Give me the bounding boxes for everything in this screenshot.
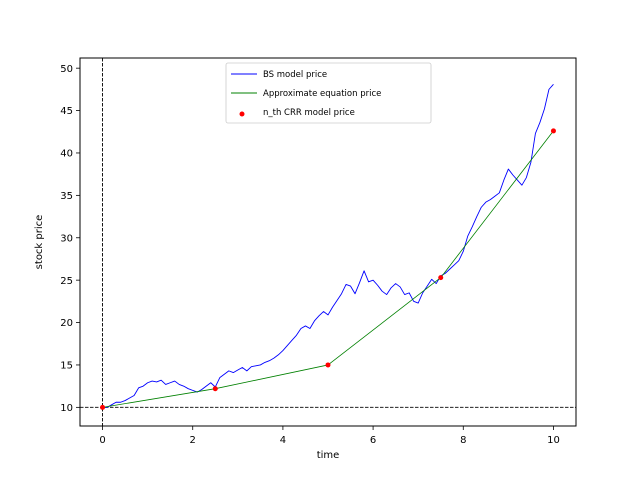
y-tick-label: 30 — [60, 233, 73, 244]
legend-label: BS model price — [263, 70, 327, 80]
legend-label: Approximate equation price — [263, 89, 381, 99]
legend-label: n_th CRR model price — [263, 108, 355, 118]
x-axis-label: time — [317, 450, 340, 461]
x-axis: 0 2 4 6 8 10 — [99, 426, 560, 446]
legend: BS model price Approximate equation price… — [225, 62, 432, 124]
x-tick-label: 2 — [190, 435, 196, 446]
series-line-bs-model — [102, 83, 554, 408]
y-tick-label: 15 — [60, 361, 73, 372]
plot-frame — [79, 57, 577, 427]
x-tick-label: 4 — [280, 435, 286, 446]
y-tick-label: 40 — [60, 149, 73, 160]
x-tick-label: 0 — [99, 435, 105, 446]
y-tick-label: 50 — [60, 64, 73, 75]
reference-lines — [80, 58, 576, 426]
crr-point — [212, 386, 218, 392]
legend-swatch — [239, 111, 245, 117]
y-tick-label: 25 — [60, 276, 73, 287]
y-tick-label: 10 — [60, 403, 73, 414]
crr-point — [100, 404, 106, 410]
x-tick-label: 10 — [547, 435, 560, 446]
y-tick-label: 20 — [60, 318, 73, 329]
x-tick-label: 8 — [460, 435, 466, 446]
x-tick-label: 6 — [370, 435, 376, 446]
legend-box — [225, 62, 432, 124]
series-layer — [100, 83, 556, 410]
y-axis: 10 15 20 25 30 35 40 45 50 — [60, 64, 80, 414]
crr-point — [550, 128, 556, 134]
crr-point — [325, 362, 331, 368]
y-tick-label: 45 — [60, 106, 73, 117]
y-axis-label: stock price — [34, 215, 45, 270]
y-tick-label: 35 — [60, 191, 73, 202]
crr-point — [438, 275, 444, 281]
